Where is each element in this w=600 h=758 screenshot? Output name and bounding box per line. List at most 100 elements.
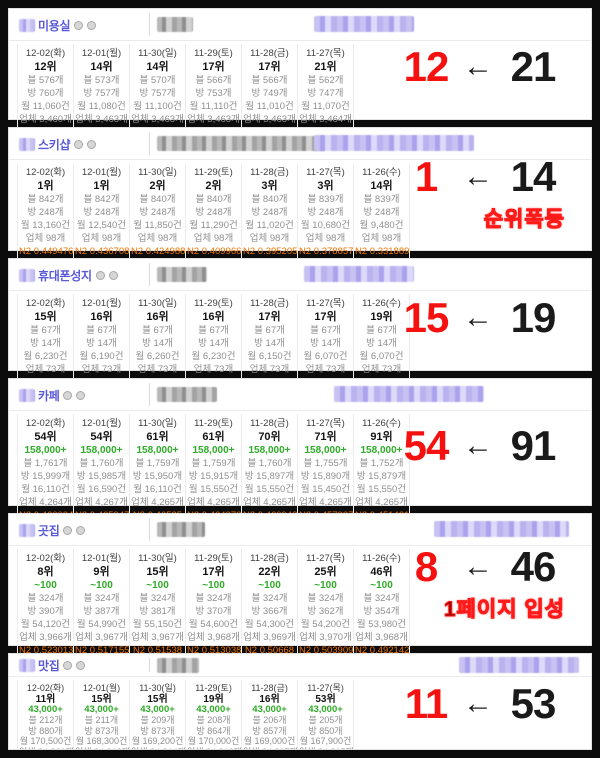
daily-stat-cell: 11-30(일) 15위 43,000+ 블 209개 방 873개 월 169…	[129, 680, 186, 749]
rank-change-annotation: 15 ← 19	[397, 294, 565, 342]
header-status-icon[interactable]	[63, 525, 73, 535]
visitor-count: 방 873개	[84, 725, 119, 736]
blog-count: 블 566개	[251, 75, 288, 86]
header-divider	[149, 658, 150, 672]
date-label: 12-02(화)	[25, 167, 66, 178]
blog-count: 블 573개	[83, 75, 120, 86]
blog-count: 블 324개	[195, 593, 232, 604]
left-arrow-icon: ←	[463, 550, 493, 584]
visitor-count: 방 14개	[310, 338, 341, 349]
monthly-search-count: 월 6,230건	[191, 351, 236, 362]
exposure-count: 43,000+	[196, 703, 231, 715]
keyword-title-link[interactable]: 곳집	[38, 523, 60, 538]
rank-value: 17위	[314, 311, 337, 323]
censored-purple-region	[314, 16, 414, 32]
blog-count: 블 211개	[84, 715, 119, 725]
header-status-icon[interactable]	[76, 661, 86, 670]
business-count: 업체 4,265개	[299, 497, 352, 508]
business-count: 업체 3,464개	[299, 114, 352, 125]
business-count: 업체 4,265개	[355, 497, 408, 508]
business-count: 업체 3,463개	[187, 114, 240, 125]
n2-score: N2 0.492142	[355, 645, 410, 656]
keyword-title-link[interactable]: 카페	[38, 388, 60, 403]
blog-count: 블 840개	[195, 194, 232, 205]
daily-stats-row: 12-02(화) 1위 블 842개 방 248개 월 13,160건 업체 9…	[9, 160, 591, 265]
keyword-title-link[interactable]: 휴대폰성지	[38, 268, 92, 283]
exposure-count: 158,000+	[304, 445, 347, 456]
annotation-note: 1페이지 입성	[443, 598, 565, 622]
rank-value: 16위	[146, 311, 169, 323]
header-status-icon[interactable]	[95, 270, 105, 280]
rank-value: 19위	[203, 693, 224, 705]
exposure-count: 158,000+	[248, 445, 291, 456]
header-status-icon[interactable]	[87, 20, 97, 30]
rank-value: 19위	[370, 311, 393, 323]
date-label: 11-29(토)	[195, 683, 232, 693]
current-rank-number: 54	[403, 421, 450, 469]
business-count: 업체 34,917개	[243, 747, 298, 750]
date-label: 12-01(월)	[81, 48, 122, 59]
business-count: 업체 4,265개	[187, 497, 240, 508]
header-status-icon[interactable]	[76, 390, 86, 400]
rank-value: 14위	[90, 61, 113, 73]
visitor-count: 방 248개	[139, 207, 176, 218]
header-status-icon[interactable]	[108, 270, 118, 280]
monthly-search-count: 월 11,010건	[245, 101, 294, 112]
visitor-count: 방 15,915개	[188, 471, 239, 482]
monthly-search-count: 월 11,110건	[189, 101, 238, 112]
current-rank-number: 15	[403, 293, 450, 341]
business-count: 업체 98개	[305, 233, 346, 244]
exposure-count: ~100	[202, 580, 225, 591]
panel-header: 맛집	[9, 654, 591, 677]
current-rank-number: 12	[403, 43, 450, 91]
rank-value: 3위	[261, 180, 278, 192]
rank-value: 46위	[370, 566, 393, 578]
visitor-count: 방 14개	[142, 338, 173, 349]
daily-stat-cell: 11-30(일) 15위 ~100 블 324개 방 381개 월 55,150…	[129, 549, 185, 660]
monthly-search-count: 월 6,150건	[247, 351, 292, 362]
keyword-panel: 곳집 12-02(화) 8위 ~100 블 324개 방 390개 월 54,1…	[8, 513, 592, 660]
monthly-search-count: 월 168,300건	[75, 736, 128, 746]
header-status-icon[interactable]	[74, 139, 84, 149]
keyword-title-group: 곳집	[19, 522, 86, 539]
business-count: 업체 3,463개	[243, 114, 296, 125]
rank-change-numbers: 15 ← 19	[397, 294, 565, 342]
header-status-icon[interactable]	[63, 390, 73, 400]
daily-stat-cell: 11-27(목) 25위 ~100 블 324개 방 362개 월 54,200…	[297, 549, 353, 660]
business-count: 업체 73개	[361, 364, 402, 375]
censored-title-prefix	[19, 18, 35, 32]
header-divider	[149, 383, 150, 406]
censored-gray-region	[157, 522, 205, 537]
keyword-title-link[interactable]: 미용실	[38, 18, 71, 33]
header-status-icon[interactable]	[63, 661, 73, 670]
blog-count: 블 67개	[142, 325, 173, 336]
visitor-count: 방 248개	[251, 207, 288, 218]
header-status-icon[interactable]	[74, 20, 84, 30]
visitor-count: 방 14개	[86, 338, 117, 349]
daily-stat-cell: 12-01(월) 1위 블 842개 방 248개 월 12,540건 업체 9…	[73, 163, 129, 261]
rank-value: 54위	[90, 431, 113, 443]
rank-change-numbers: 12 ← 21	[397, 43, 565, 91]
n2-score: N2 0.513038	[187, 645, 242, 656]
daily-stat-cell: 11-28(금) 22위 ~100 블 324개 방 366개 월 54,300…	[241, 549, 297, 660]
visitor-count: 방 14개	[254, 338, 285, 349]
rank-value: 22위	[258, 566, 281, 578]
monthly-search-count: 월 53,980건	[356, 619, 407, 630]
keyword-title-link[interactable]: 스키샵	[38, 137, 71, 152]
current-rank-number: 1	[414, 152, 438, 200]
censored-title-prefix	[19, 523, 35, 537]
exposure-count: 43,000+	[28, 703, 63, 715]
blog-count: 블 1,760개	[247, 458, 292, 469]
daily-stat-cell: 11-30(일) 61위 158,000+ 블 1,759개 방 15,950개…	[129, 414, 185, 525]
header-status-icon[interactable]	[87, 139, 97, 149]
header-status-icon[interactable]	[76, 525, 86, 535]
keyword-panel: 카페 12-02(화) 54위 158,000+ 블 1,761개 방 15,9…	[8, 378, 592, 525]
visitor-count: 방 381개	[139, 606, 176, 617]
daily-stat-cell: 11-29(토) 19위 43,000+ 블 208개 방 864개 월 170…	[185, 680, 242, 749]
rank-value: 17위	[202, 566, 225, 578]
date-label: 11-28(금)	[250, 418, 289, 429]
daily-stats-row: 12-02(화) 11위 43,000+ 블 212개 방 880개 월 170…	[9, 677, 591, 750]
rank-value: 9위	[93, 566, 110, 578]
keyword-title-link[interactable]: 맛집	[38, 659, 60, 673]
blog-count: 블 205개	[308, 715, 343, 725]
